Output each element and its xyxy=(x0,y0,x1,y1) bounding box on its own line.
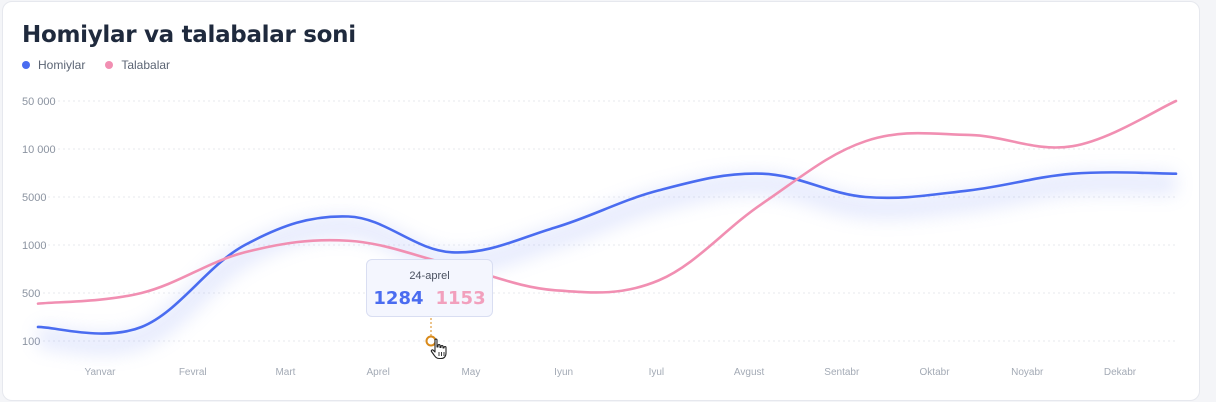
legend-item-talabalar[interactable]: Talabalar xyxy=(105,58,170,72)
x-tick-label: Oktabr xyxy=(920,367,951,378)
tooltip-values: 1284 1153 xyxy=(367,288,492,309)
x-tick-label: Dekabr xyxy=(1104,367,1137,378)
legend-label-talabalar: Talabalar xyxy=(121,58,171,72)
y-tick-label: 50 000 xyxy=(22,96,56,108)
x-tick-label: Fevral xyxy=(179,367,207,378)
legend-item-homiylar[interactable]: Homiylar xyxy=(22,58,85,72)
x-tick-label: Aprel xyxy=(367,367,390,378)
legend-dot-homiylar xyxy=(22,61,30,69)
chart-tooltip: 24-aprel 1284 1153 xyxy=(366,259,493,317)
x-tick-label: Iyun xyxy=(554,367,573,378)
x-tick-label: Yanvar xyxy=(85,367,117,378)
chart-title: Homiylar va talabalar soni xyxy=(22,22,356,48)
chart-legend: Homiylar Talabalar xyxy=(22,58,170,72)
hand-cursor-icon xyxy=(430,338,447,360)
legend-dot-talabalar xyxy=(105,61,114,69)
series-line-talabalar xyxy=(36,99,1178,305)
y-tick-label: 500 xyxy=(22,288,40,300)
series-glow-homiylar xyxy=(37,171,1177,355)
tooltip-date: 24-aprel xyxy=(409,270,450,282)
y-tick-label: 10 000 xyxy=(22,144,56,156)
x-tick-label: Sentabr xyxy=(824,367,860,378)
tooltip-value-homiylar: 1284 xyxy=(373,288,424,309)
x-tick-label: Avgust xyxy=(734,367,765,378)
tooltip-value-talabalar: 1153 xyxy=(435,288,486,309)
x-tick-label: Noyabr xyxy=(1011,367,1044,378)
x-tick-label: May xyxy=(461,367,480,378)
legend-label-homiylar: Homiylar xyxy=(38,58,86,72)
y-tick-label: 5000 xyxy=(22,192,46,204)
x-tick-label: Iyul xyxy=(649,367,665,378)
x-tick-label: Mart xyxy=(275,367,295,378)
y-tick-label: 100 xyxy=(22,336,40,348)
y-tick-label: 1000 xyxy=(22,240,46,252)
